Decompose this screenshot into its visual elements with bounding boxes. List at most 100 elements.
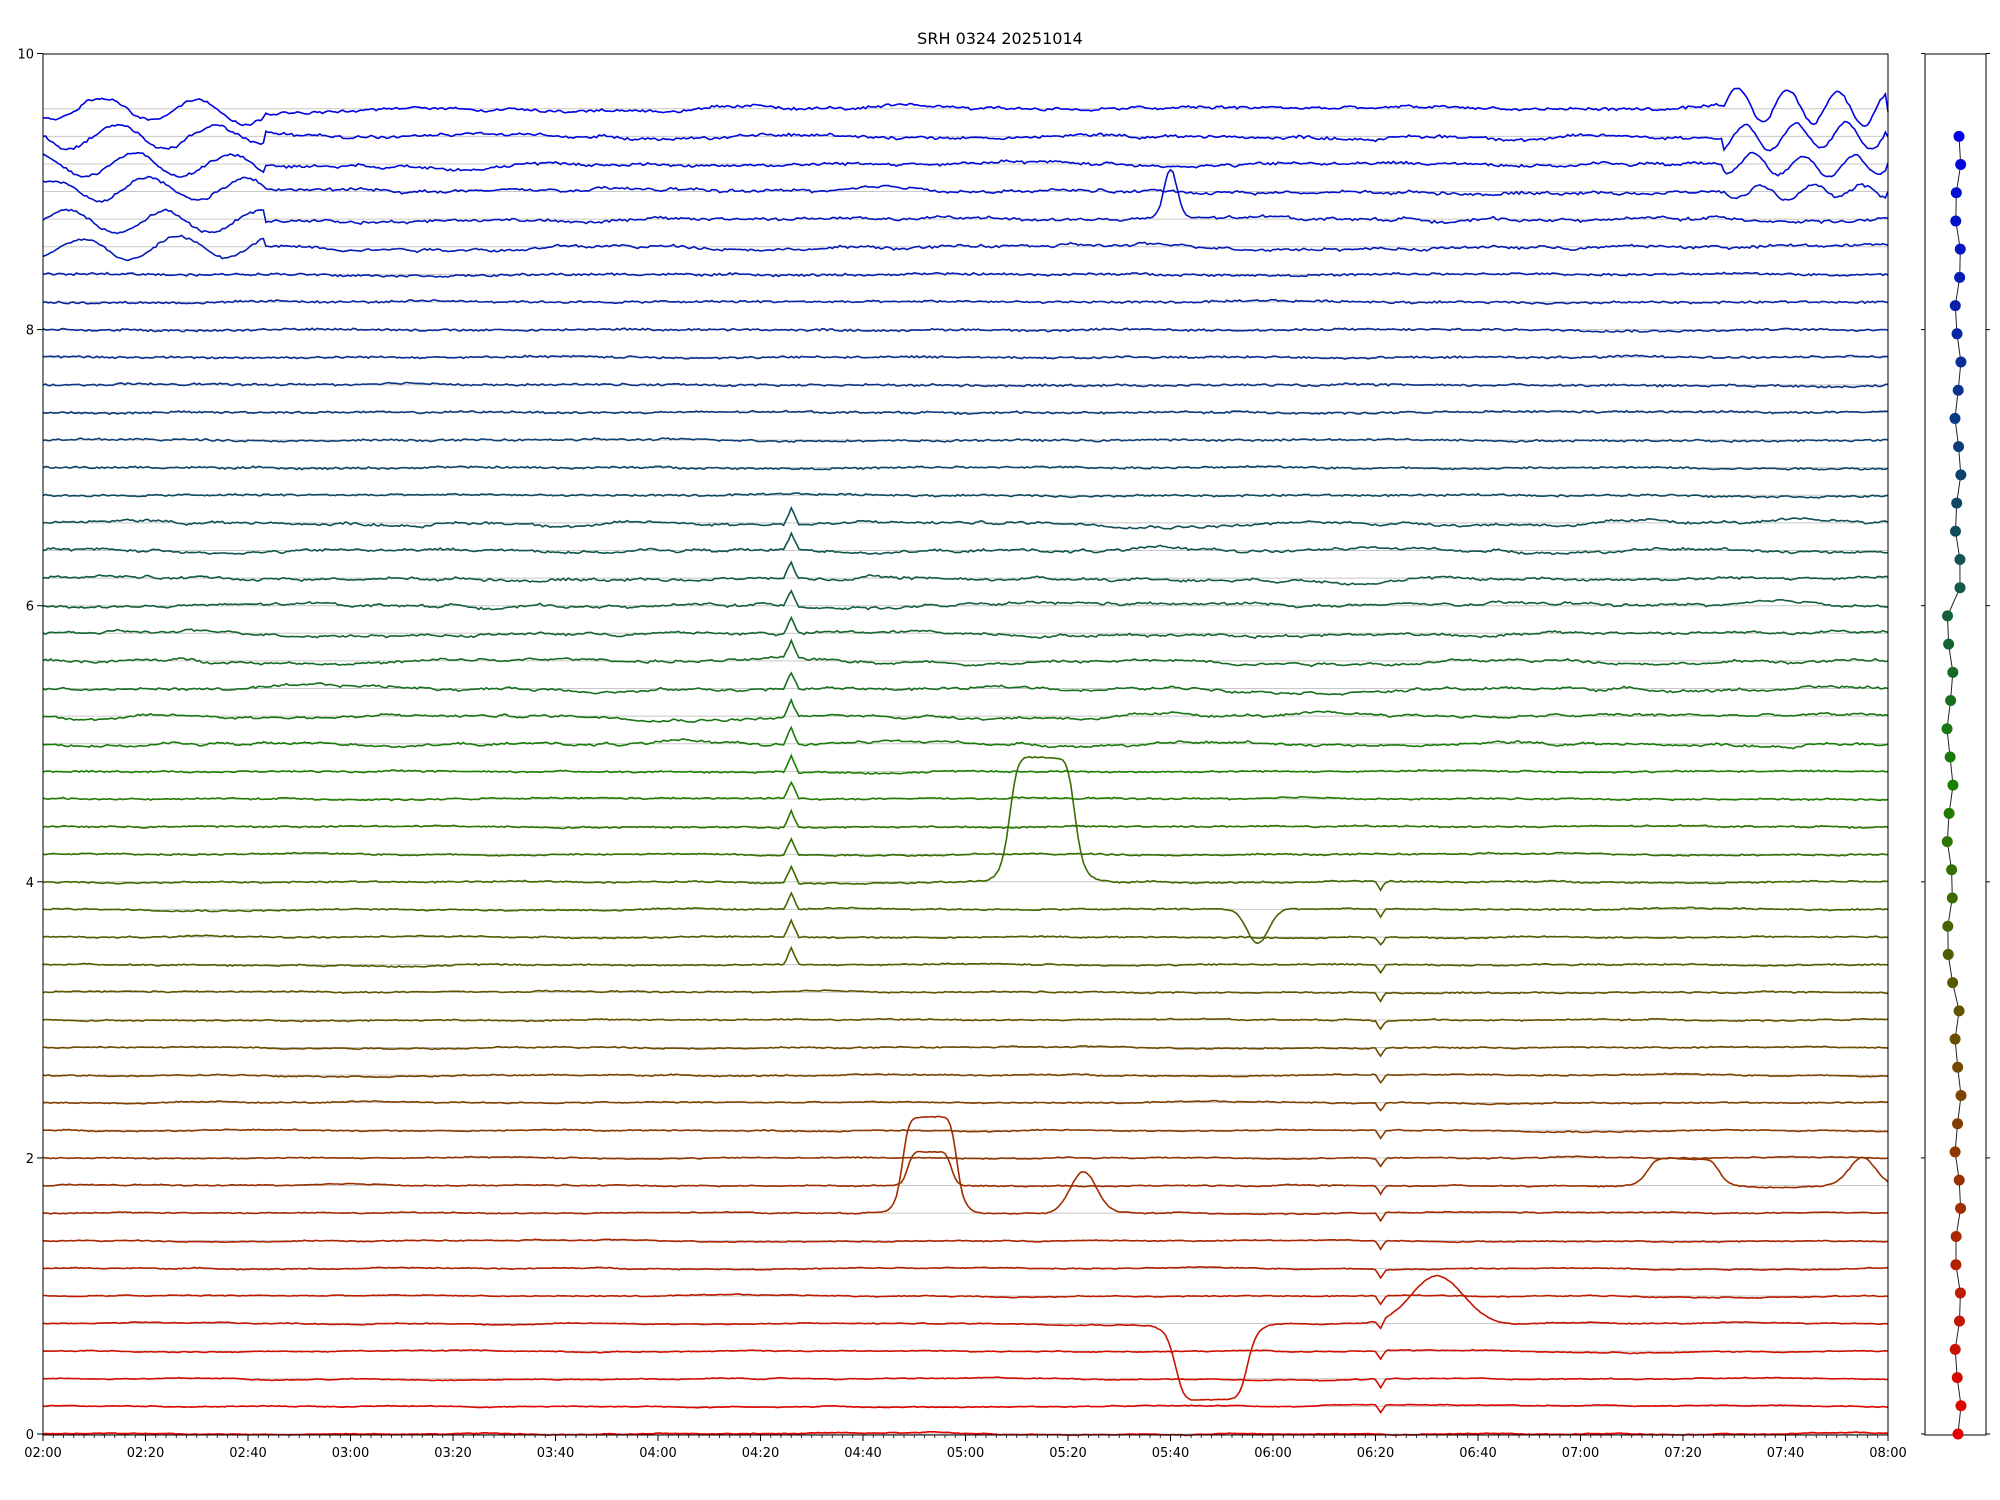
side-panel-marker	[1955, 159, 1967, 171]
side-panel-marker	[1954, 1287, 1966, 1299]
x-axis: 02:00 02:20 02:40 03:00 03:20 03:40 04:00 04:20…	[24, 1435, 1907, 1461]
side-panel-marker	[1953, 1315, 1965, 1327]
side-panel-marker	[1949, 1146, 1961, 1158]
trace-line	[42, 989, 1888, 1003]
x-tick-label: 07:20	[1664, 1446, 1701, 1461]
side-panel-marker	[1955, 356, 1967, 368]
y-tick-label: 6	[26, 600, 34, 615]
side-panel-marker	[1950, 215, 1962, 227]
side-panel-marker	[1943, 807, 1955, 819]
trace-line	[42, 271, 1889, 279]
trace-line	[42, 671, 1889, 696]
y-tick-label: 0	[26, 1428, 34, 1443]
x-tick-label: 06:00	[1254, 1446, 1291, 1461]
x-tick-label: 07:00	[1562, 1446, 1599, 1461]
side-panel-marker	[1945, 695, 1957, 707]
chart-title: SRH 0324 20251014	[917, 29, 1083, 48]
trace-line	[42, 1274, 1889, 1401]
side-panel-marker	[1942, 920, 1954, 932]
trace-line	[42, 780, 1889, 802]
trace-line	[42, 168, 1889, 235]
trace-line	[42, 234, 1889, 262]
side-panel-marker	[1954, 243, 1966, 255]
trace-line	[42, 697, 1889, 724]
side-panel-marker	[1950, 1259, 1962, 1271]
trace-line	[42, 808, 1889, 830]
side-panel-marker	[1952, 1428, 1964, 1440]
trace-line	[42, 615, 1889, 640]
trace-line	[42, 1265, 1889, 1280]
side-panel-marker	[1949, 525, 1961, 537]
side-panel-marker	[1955, 1089, 1967, 1101]
side-panel-marker	[1942, 948, 1954, 960]
x-tick-label: 04:40	[844, 1446, 881, 1461]
trace-line	[42, 1150, 1889, 1196]
side-panel-marker	[1955, 469, 1967, 481]
trace-line	[42, 891, 1889, 945]
side-panel-marker	[1955, 1400, 1967, 1412]
side-panel-ticks	[1921, 53, 1990, 1435]
trace-line	[42, 1155, 1889, 1168]
x-tick-label: 04:20	[742, 1446, 779, 1461]
trace-line	[42, 151, 1889, 178]
x-tick-label: 03:20	[434, 1446, 471, 1461]
side-panel-marker	[1946, 864, 1958, 876]
y-tick-label: 2	[26, 1152, 34, 1167]
side-panel-marker	[1950, 187, 1962, 199]
side-panel-marker	[1947, 779, 1959, 791]
side-panel-marker	[1949, 412, 1961, 424]
trace-line	[42, 638, 1889, 668]
x-tick-label: 02:40	[229, 1446, 266, 1461]
side-panel-marker	[1955, 1202, 1967, 1214]
side-panel-marker	[1954, 271, 1966, 283]
trace-line	[42, 298, 1889, 306]
trace-line	[42, 753, 1889, 775]
trace-line	[42, 531, 1889, 556]
x-tick-label: 02:00	[24, 1446, 61, 1461]
trace-line	[42, 1348, 1889, 1361]
x-tick-label: 06:20	[1357, 1446, 1394, 1461]
x-tick-label: 02:20	[127, 1446, 164, 1461]
side-panel-marker	[1942, 610, 1954, 622]
side-panel-marker	[1944, 751, 1956, 763]
x-tick-label: 03:40	[537, 1446, 574, 1461]
side-panel-marker	[1947, 977, 1959, 989]
side-panel-marker	[1952, 1118, 1964, 1130]
side-panel-marker	[1949, 1033, 1961, 1045]
trace-line	[42, 120, 1889, 152]
trace-line	[43, 409, 1888, 416]
trace-line	[42, 589, 1889, 611]
trace-line	[42, 918, 1889, 946]
trace-line	[42, 87, 1889, 128]
side-panel-marker	[1941, 836, 1953, 848]
side-panel-marker	[1946, 892, 1958, 904]
side-panel-marker	[1952, 1061, 1964, 1073]
trace-line	[42, 1403, 1889, 1414]
trace-line	[42, 1099, 1889, 1112]
trace-line	[42, 327, 1889, 333]
trace-line	[42, 1431, 1889, 1437]
y-tick-label: 10	[17, 48, 34, 63]
side-panel-marker	[1943, 638, 1955, 650]
x-tick-label: 03:00	[332, 1446, 369, 1461]
trace-line	[42, 175, 1889, 204]
y-axis: 0 2 4 6 8 10	[17, 48, 43, 1443]
trace-line	[43, 1293, 1889, 1306]
trace-line	[42, 560, 1889, 586]
side-panel-marker	[1949, 1343, 1961, 1355]
trace-line	[42, 354, 1889, 360]
trace-line	[42, 836, 1889, 858]
side-panel-marker	[1952, 384, 1964, 396]
side-panel-marker	[1949, 300, 1961, 312]
y-tick-label: 8	[26, 324, 34, 339]
trace-line	[42, 437, 1889, 444]
trace-line	[42, 755, 1888, 892]
side-panel-marker	[1941, 723, 1953, 735]
trace-series	[42, 87, 1889, 1437]
side-panel-marker	[1951, 1372, 1963, 1384]
trace-line	[42, 1238, 1889, 1251]
trace-line	[42, 505, 1889, 530]
x-tick-label: 04:00	[639, 1446, 676, 1461]
x-tick-label: 05:00	[947, 1446, 984, 1461]
